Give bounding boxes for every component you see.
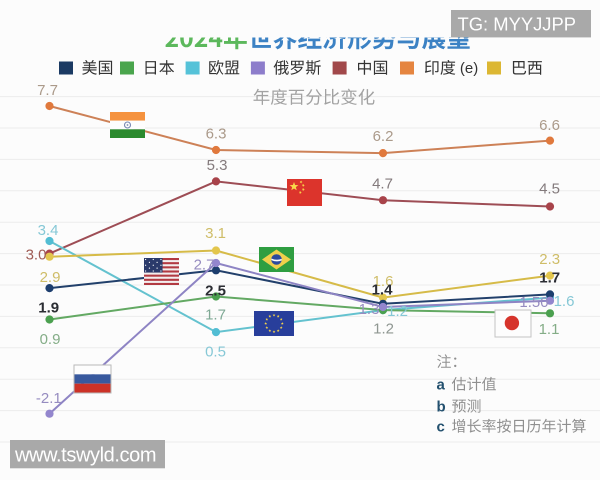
svg-text:1.2: 1.2 (387, 303, 408, 320)
svg-text:(e): (e) (460, 60, 478, 77)
svg-text:1.1: 1.1 (539, 321, 560, 338)
svg-text:4.7: 4.7 (372, 176, 393, 193)
svg-text:1.7: 1.7 (205, 307, 226, 324)
svg-text:6.6: 6.6 (539, 117, 560, 134)
svg-text:a: a (437, 377, 446, 394)
svg-text:1.9: 1.9 (38, 300, 59, 317)
svg-text:1.6: 1.6 (554, 293, 575, 310)
svg-text:0.5: 0.5 (205, 344, 226, 361)
svg-text:1.6: 1.6 (373, 273, 394, 290)
svg-text:6.2: 6.2 (373, 128, 394, 145)
svg-text:www.tswyld.com: www.tswyld.com (14, 445, 156, 467)
svg-text:3.0: 3.0 (26, 247, 47, 264)
svg-text:TG: MYYJJPP: TG: MYYJJPP (458, 14, 577, 35)
svg-text:2.9: 2.9 (40, 269, 61, 286)
svg-text:c: c (437, 419, 445, 436)
svg-text:2.7: 2.7 (194, 257, 215, 274)
svg-text:1.4: 1.4 (372, 282, 394, 299)
svg-text:5.3: 5.3 (207, 157, 228, 174)
svg-text:-2.1: -2.1 (36, 390, 62, 407)
svg-text:0.9: 0.9 (40, 331, 61, 348)
svg-text:2.5: 2.5 (205, 283, 226, 300)
svg-text:3.1: 3.1 (205, 225, 226, 242)
svg-text:1.2: 1.2 (373, 321, 394, 338)
svg-text:6.3: 6.3 (206, 126, 227, 143)
svg-text:1.50: 1.50 (519, 294, 548, 311)
svg-text:7.7: 7.7 (37, 82, 58, 99)
svg-text:1.3: 1.3 (359, 301, 380, 318)
svg-text:1.7: 1.7 (539, 270, 560, 287)
svg-text:3.4: 3.4 (38, 222, 59, 239)
svg-text:2.3: 2.3 (539, 251, 560, 268)
svg-text:4.5: 4.5 (539, 181, 560, 198)
svg-text:b: b (437, 399, 446, 416)
